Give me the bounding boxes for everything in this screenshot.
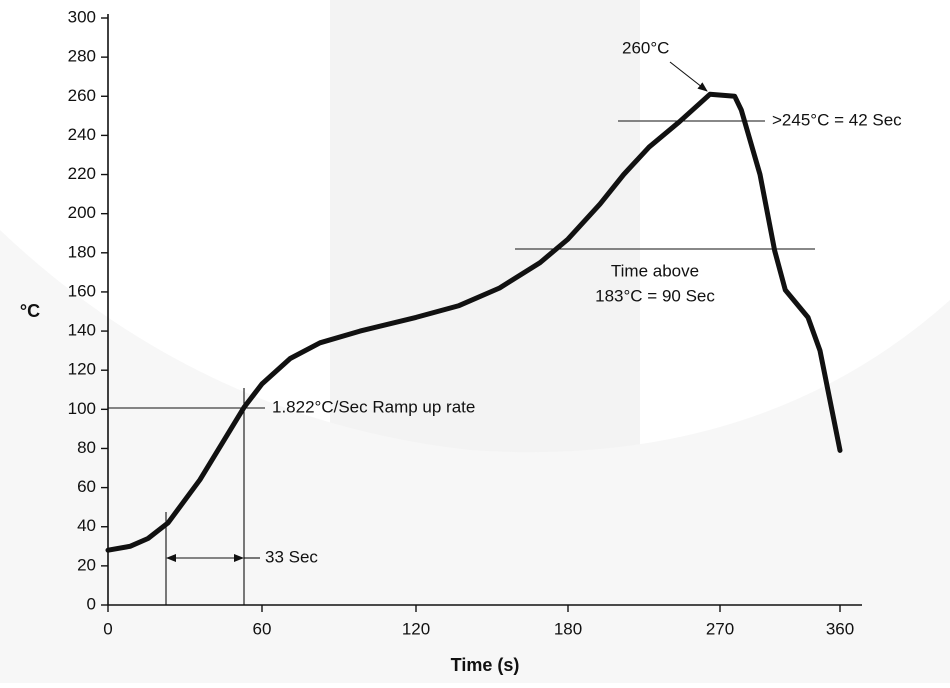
annotation: 260°C — [622, 38, 669, 57]
x-tick-label: 180 — [554, 619, 582, 638]
annotation: 1.822°C/Sec Ramp up rate — [272, 397, 475, 416]
x-tick-label: 270 — [706, 619, 734, 638]
x-tick-label: 360 — [826, 619, 854, 638]
annotation: 183°C = 90 Sec — [595, 286, 715, 305]
x-tick-label: 0 — [103, 619, 112, 638]
x-axis-label: Time (s) — [451, 655, 520, 675]
y-tick-label: 160 — [68, 281, 96, 300]
watermark — [0, 230, 950, 683]
watermark — [330, 0, 640, 514]
y-axis-label: °C — [20, 301, 40, 321]
y-tick-label: 260 — [68, 86, 96, 105]
x-tick-label: 120 — [402, 619, 430, 638]
y-tick-label: 180 — [68, 242, 96, 261]
y-tick-label: 300 — [68, 7, 96, 26]
y-tick-label: 40 — [77, 516, 96, 535]
x-tick-label: 60 — [253, 619, 272, 638]
annotation: 33 Sec — [265, 547, 318, 566]
y-tick-label: 240 — [68, 125, 96, 144]
y-tick-label: 140 — [68, 321, 96, 340]
y-tick-label: 120 — [68, 360, 96, 379]
y-tick-label: 100 — [68, 399, 96, 418]
annotation: Time above — [611, 261, 699, 280]
y-tick-label: 80 — [77, 438, 96, 457]
y-tick-label: 60 — [77, 477, 96, 496]
line-series — [105, 91, 843, 553]
y-tick-label: 280 — [68, 47, 96, 66]
y-tick-label: 0 — [87, 594, 96, 613]
y-tick-label: 200 — [68, 203, 96, 222]
annotation-arrow — [669, 61, 708, 92]
annotation: >245°C = 42 Sec — [772, 110, 902, 129]
y-tick-label: 20 — [77, 555, 96, 574]
y-tick-label: 220 — [68, 164, 96, 183]
